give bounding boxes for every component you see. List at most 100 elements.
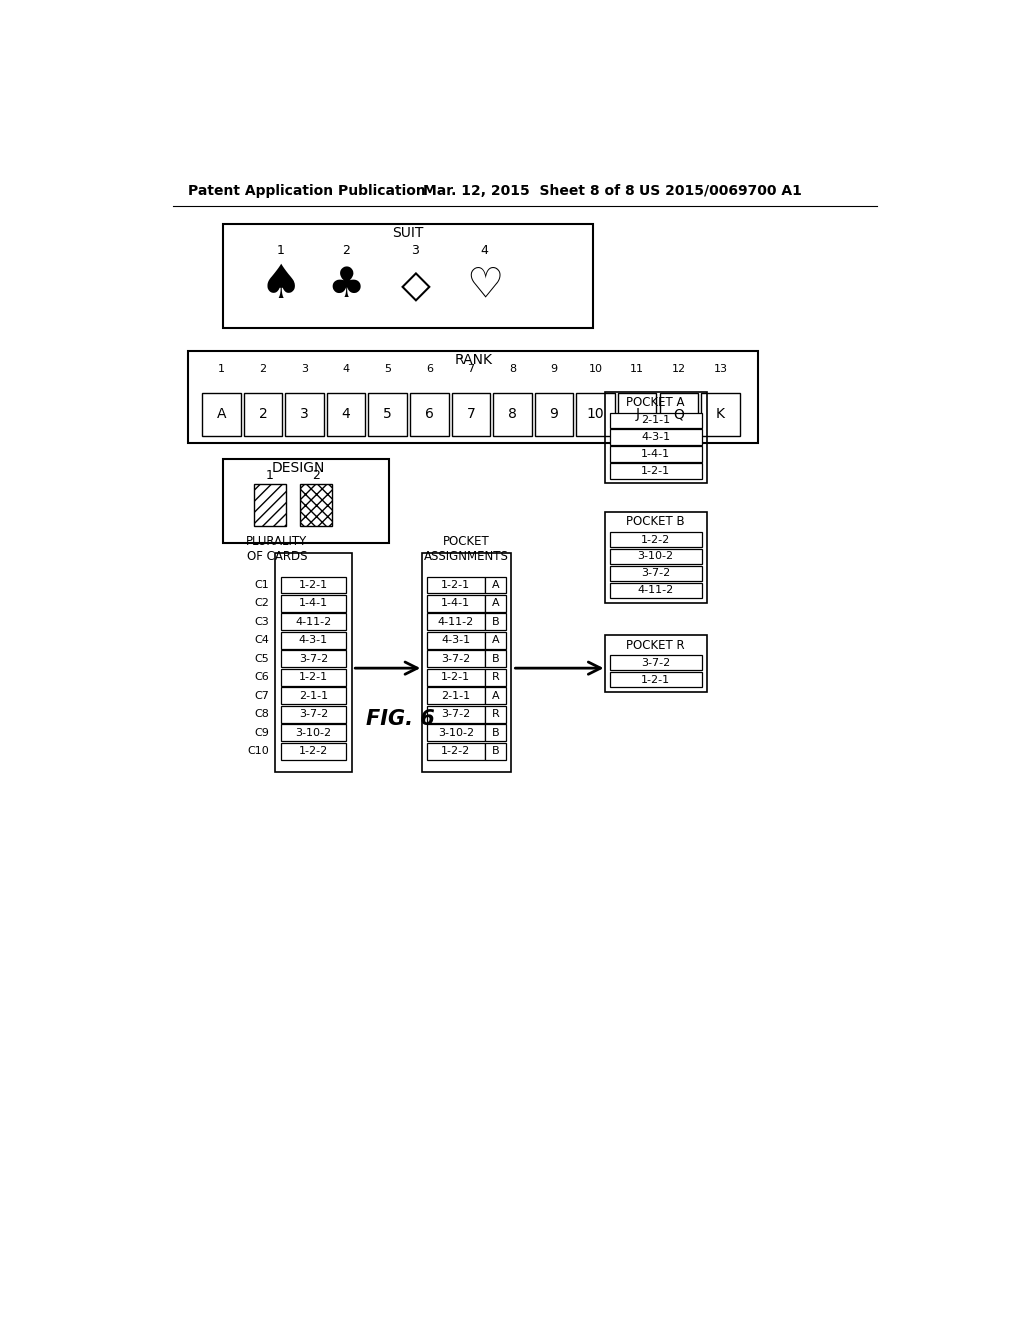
Bar <box>609 549 701 564</box>
Text: C2: C2 <box>254 598 269 609</box>
Text: 3-7-2: 3-7-2 <box>299 653 328 664</box>
Bar <box>484 614 506 631</box>
Bar <box>281 669 346 686</box>
Text: B: B <box>492 727 500 738</box>
Bar <box>494 393 531 436</box>
Bar <box>427 725 484 742</box>
Text: 3-7-2: 3-7-2 <box>641 569 671 578</box>
Text: C4: C4 <box>254 635 269 645</box>
Text: C10: C10 <box>248 746 269 756</box>
Bar <box>484 669 506 686</box>
Text: 2: 2 <box>259 364 266 375</box>
Text: POCKET R: POCKET R <box>627 639 685 652</box>
Bar <box>427 688 484 705</box>
Bar <box>484 725 506 742</box>
Text: Q: Q <box>674 408 684 421</box>
Text: 1-4-1: 1-4-1 <box>641 449 671 459</box>
Bar <box>422 553 511 772</box>
Text: 1-2-2: 1-2-2 <box>441 746 470 756</box>
Text: 1-4-1: 1-4-1 <box>441 598 470 609</box>
Bar <box>484 577 506 594</box>
Bar <box>484 651 506 668</box>
Text: 2: 2 <box>312 469 321 482</box>
Text: 1: 1 <box>218 364 225 375</box>
Bar <box>188 351 758 444</box>
Bar <box>609 429 701 445</box>
Text: 6: 6 <box>425 408 434 421</box>
Text: 1: 1 <box>276 244 285 257</box>
Text: 2-1-1: 2-1-1 <box>299 690 328 701</box>
Text: 1-2-1: 1-2-1 <box>299 579 328 590</box>
Bar <box>369 393 407 436</box>
Bar <box>427 614 484 631</box>
Text: A: A <box>492 690 500 701</box>
Text: 4-11-2: 4-11-2 <box>638 585 674 595</box>
Text: US 2015/0069700 A1: US 2015/0069700 A1 <box>639 183 802 198</box>
Text: 4-11-2: 4-11-2 <box>438 616 474 627</box>
Bar <box>281 743 346 760</box>
Bar <box>701 393 739 436</box>
Bar <box>609 655 701 671</box>
Bar <box>281 651 346 668</box>
Text: 8: 8 <box>509 364 516 375</box>
Bar <box>286 393 324 436</box>
Text: 1-2-1: 1-2-1 <box>299 672 328 682</box>
Text: 2-1-1: 2-1-1 <box>441 690 470 701</box>
Bar <box>427 651 484 668</box>
Bar <box>281 706 346 723</box>
Text: 3-10-2: 3-10-2 <box>438 727 474 738</box>
Text: DESIGN: DESIGN <box>271 461 325 475</box>
Text: FIG. 6: FIG. 6 <box>366 709 434 729</box>
Bar <box>427 577 484 594</box>
Text: 1-2-2: 1-2-2 <box>299 746 328 756</box>
Text: ♠: ♠ <box>259 263 302 308</box>
Text: 6: 6 <box>426 364 433 375</box>
Text: RANK: RANK <box>455 354 493 367</box>
Text: A: A <box>217 408 226 421</box>
Text: 2: 2 <box>259 408 267 421</box>
Text: C8: C8 <box>254 709 269 719</box>
Text: 4-3-1: 4-3-1 <box>641 432 671 442</box>
Text: 4: 4 <box>481 244 488 257</box>
Text: A: A <box>492 598 500 609</box>
Bar <box>427 743 484 760</box>
Bar <box>202 393 241 436</box>
Text: Mar. 12, 2015  Sheet 8 of 8: Mar. 12, 2015 Sheet 8 of 8 <box>423 183 635 198</box>
Bar <box>281 632 346 649</box>
Bar <box>617 393 656 436</box>
Text: C6: C6 <box>254 672 269 682</box>
Bar <box>609 413 701 428</box>
Text: 3: 3 <box>300 408 309 421</box>
Text: 3: 3 <box>412 244 420 257</box>
Text: ♡: ♡ <box>466 264 504 306</box>
Text: B: B <box>492 746 500 756</box>
Bar <box>484 688 506 705</box>
Bar <box>427 595 484 612</box>
Text: 11: 11 <box>630 364 644 375</box>
Text: C7: C7 <box>254 690 269 701</box>
Bar <box>274 553 352 772</box>
Text: 3-7-2: 3-7-2 <box>441 653 470 664</box>
Text: 7: 7 <box>467 364 474 375</box>
Bar <box>609 446 701 462</box>
Text: 2: 2 <box>342 244 350 257</box>
Text: R: R <box>492 709 500 719</box>
Text: 9: 9 <box>550 408 558 421</box>
Bar <box>427 706 484 723</box>
Text: C1: C1 <box>254 579 269 590</box>
Text: 1-2-1: 1-2-1 <box>641 466 671 477</box>
Text: 3-10-2: 3-10-2 <box>638 552 674 561</box>
Text: 1-2-1: 1-2-1 <box>641 675 671 685</box>
Text: 4-11-2: 4-11-2 <box>295 616 332 627</box>
Bar <box>452 393 490 436</box>
Text: 8: 8 <box>508 408 517 421</box>
Bar <box>609 532 701 548</box>
Bar <box>484 743 506 760</box>
Text: POCKET A: POCKET A <box>627 396 685 409</box>
Text: A: A <box>492 635 500 645</box>
Bar <box>427 669 484 686</box>
Text: POCKET B: POCKET B <box>627 515 685 528</box>
Bar <box>427 632 484 649</box>
Text: 3-7-2: 3-7-2 <box>441 709 470 719</box>
Text: 1-2-1: 1-2-1 <box>441 672 470 682</box>
